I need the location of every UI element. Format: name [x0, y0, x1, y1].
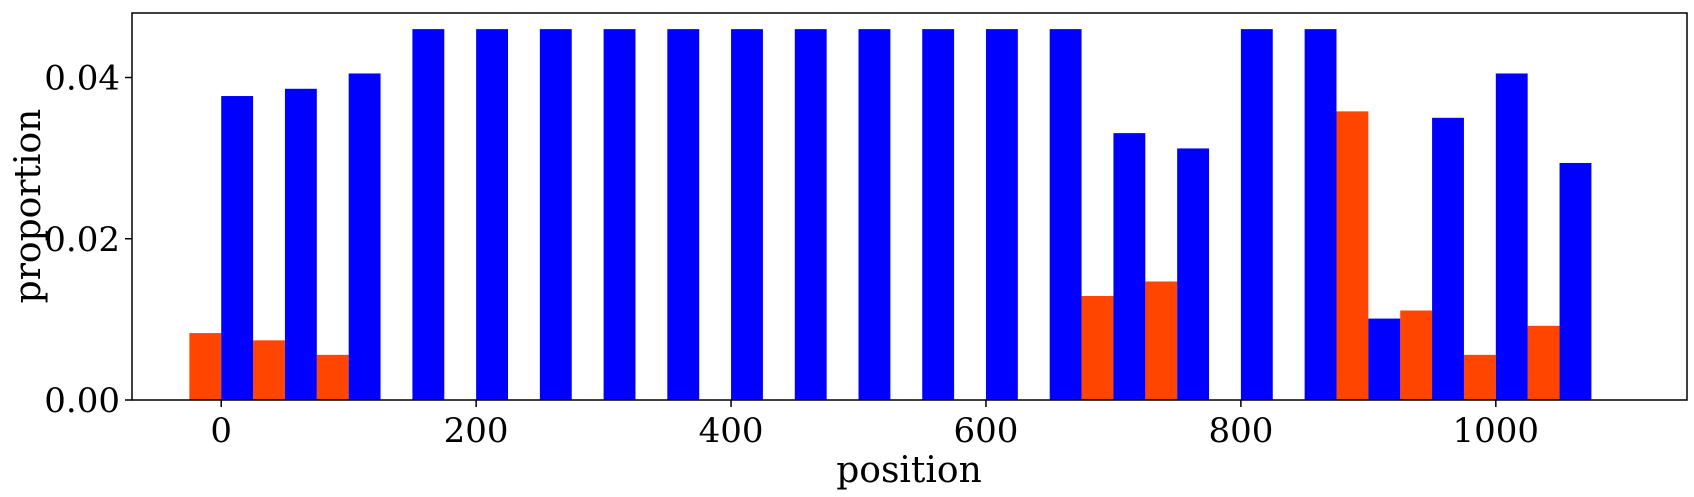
bar-series2-950: [1432, 117, 1464, 400]
bar-series2-350: [667, 29, 700, 400]
x-tick-label: 0: [210, 411, 232, 451]
bar-series2-500: [858, 29, 891, 400]
bar-series2-450: [794, 29, 827, 400]
y-axis-ticks: 0.00 0.02 0.04: [44, 59, 132, 421]
bar-series2-150: [412, 29, 445, 400]
bar-series1-1000: [1463, 354, 1496, 400]
x-tick-label: 1000: [1453, 411, 1540, 451]
y-tick-label: 0.02: [44, 220, 120, 260]
bar-series2-650: [1049, 29, 1082, 400]
bar-series1-0: [189, 333, 222, 400]
bar-series2-200: [476, 29, 509, 400]
bar-series2-1050: [1559, 162, 1592, 400]
bar-series2-100: [348, 73, 381, 400]
x-axis-label: position: [836, 450, 982, 491]
y-tick-label: 0.04: [44, 59, 120, 99]
bar-series1-700: [1081, 295, 1114, 400]
x-tick-label: 200: [444, 411, 509, 451]
bar-series2-550: [922, 29, 955, 400]
bar-series1-50: [253, 340, 285, 400]
bar-series2-250: [539, 29, 572, 400]
bar-series1-750: [1145, 281, 1178, 400]
x-tick-label: 400: [699, 411, 764, 451]
bar-series2-800: [1240, 29, 1273, 400]
x-tick-label: 800: [1208, 411, 1273, 451]
bar-series2-300: [603, 29, 636, 400]
bar-series2-600: [985, 29, 1018, 400]
bar-series1-900: [1336, 111, 1369, 401]
x-axis-ticks: 0 200 400 600 800 1000: [210, 400, 1539, 451]
bar-series1-950: [1400, 310, 1433, 400]
bar-series2-850: [1304, 29, 1337, 400]
bars-group: [189, 29, 1592, 401]
bar-series2-900: [1368, 318, 1401, 400]
x-tick-label: 600: [954, 411, 1019, 451]
bar-series2-700: [1113, 133, 1146, 400]
bar-series2-50: [284, 88, 317, 400]
bar-series2-750: [1177, 148, 1210, 400]
bar-series2-400: [731, 29, 763, 400]
bar-series2-0: [221, 96, 254, 400]
plot-frame: [131, 12, 1688, 401]
bar-series2-1000: [1495, 73, 1528, 400]
y-axis-label: proportion: [8, 109, 49, 304]
bar-series1-100: [316, 354, 349, 400]
y-tick-label: 0.00: [44, 381, 120, 421]
bar-series1-1050: [1527, 325, 1560, 400]
